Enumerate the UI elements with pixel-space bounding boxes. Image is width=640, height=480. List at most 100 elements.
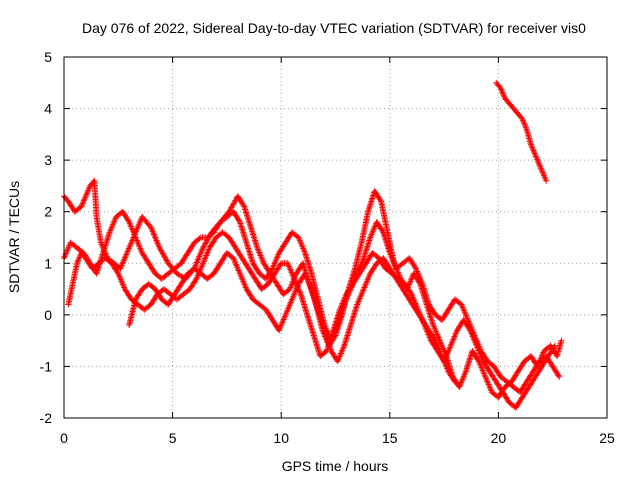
data-point — [538, 166, 545, 173]
data-point — [80, 199, 87, 206]
data-point — [466, 326, 473, 333]
data-point — [148, 225, 155, 232]
data-point — [528, 143, 535, 150]
data-point — [539, 168, 546, 175]
data-point — [500, 90, 507, 97]
data-point — [197, 250, 204, 257]
data-point — [81, 196, 88, 203]
chart-title: Day 076 of 2022, Sidereal Day-to-day VTE… — [82, 20, 586, 36]
data-point — [535, 159, 542, 166]
data-point — [531, 149, 538, 156]
data-point — [149, 228, 156, 235]
data-point — [193, 259, 200, 266]
x-axis-ticks: 0 5 10 15 20 25 — [60, 57, 615, 446]
y-tick-label: 4 — [44, 101, 52, 117]
data-point — [519, 115, 526, 122]
data-point — [75, 257, 82, 264]
data-point — [556, 373, 563, 380]
plot-frame — [63, 56, 608, 419]
data-point — [551, 344, 558, 351]
data-point — [198, 249, 205, 256]
data-point — [85, 187, 92, 194]
data-point — [451, 378, 458, 385]
data-point — [80, 197, 87, 204]
data-point — [240, 202, 247, 209]
data-point — [193, 261, 200, 268]
series-track-c — [65, 229, 558, 411]
data-point — [135, 222, 142, 229]
data-point — [236, 217, 243, 224]
data-point — [521, 121, 528, 128]
x-tick-label: 5 — [169, 430, 177, 446]
data-point — [555, 372, 562, 379]
x-tick-label: 20 — [491, 430, 507, 446]
data-point — [136, 219, 143, 226]
data-point — [199, 246, 206, 253]
data-point — [537, 165, 544, 172]
data-point — [521, 120, 528, 127]
data-point — [498, 87, 505, 94]
data-point — [134, 225, 141, 232]
data-point — [499, 89, 506, 96]
data-point — [150, 231, 157, 238]
data-point — [83, 190, 90, 197]
data-point — [530, 147, 537, 154]
data-point — [196, 235, 203, 242]
data-point — [529, 146, 536, 153]
data-point — [155, 241, 162, 248]
data-point — [74, 258, 81, 265]
y-tick-label: 2 — [44, 204, 52, 220]
data-point — [539, 169, 546, 176]
data-point — [540, 171, 547, 178]
y-tick-label: 0 — [44, 307, 52, 323]
y-tick-label: -1 — [40, 358, 53, 374]
x-tick-label: 15 — [382, 430, 398, 446]
data-point — [523, 124, 530, 131]
data-point — [195, 255, 202, 262]
data-point — [268, 266, 275, 273]
data-point — [500, 92, 507, 99]
data-point — [114, 269, 121, 276]
data-point — [196, 253, 203, 260]
data-point — [153, 237, 160, 244]
data-point — [534, 156, 541, 163]
data-point — [75, 255, 82, 262]
data-point — [551, 342, 558, 349]
series-track-d — [126, 249, 458, 385]
data-point — [451, 377, 458, 384]
y-tick-label: 1 — [44, 255, 52, 271]
data-point — [137, 218, 144, 225]
x-tick-label: 10 — [273, 430, 289, 446]
data-point — [534, 157, 541, 164]
data-point — [79, 200, 86, 207]
data-point — [533, 154, 540, 161]
x-tick-label: 25 — [599, 430, 615, 446]
data-point — [519, 117, 526, 124]
data-point — [154, 238, 161, 245]
data-point — [192, 277, 199, 284]
y-tick-label: 5 — [44, 49, 52, 65]
data-point — [85, 185, 92, 192]
y-tick-label: -2 — [40, 410, 53, 426]
data-point — [407, 289, 414, 296]
data-point — [377, 197, 384, 204]
data-point — [151, 233, 158, 240]
data-point — [154, 240, 161, 247]
x-axis-label: GPS time / hours — [282, 458, 389, 474]
data-point — [76, 254, 83, 261]
data-point — [150, 230, 157, 237]
data-point — [136, 221, 143, 228]
data-point — [431, 336, 438, 343]
data-point — [152, 234, 159, 241]
data-point — [134, 224, 141, 231]
data-point — [78, 203, 85, 210]
data-point — [527, 141, 534, 148]
data-point — [497, 84, 504, 91]
data-point — [532, 151, 539, 158]
data-point — [155, 243, 162, 250]
data-point — [536, 162, 543, 169]
data-point — [195, 256, 202, 263]
data-point — [84, 188, 91, 195]
data-point — [194, 258, 201, 265]
